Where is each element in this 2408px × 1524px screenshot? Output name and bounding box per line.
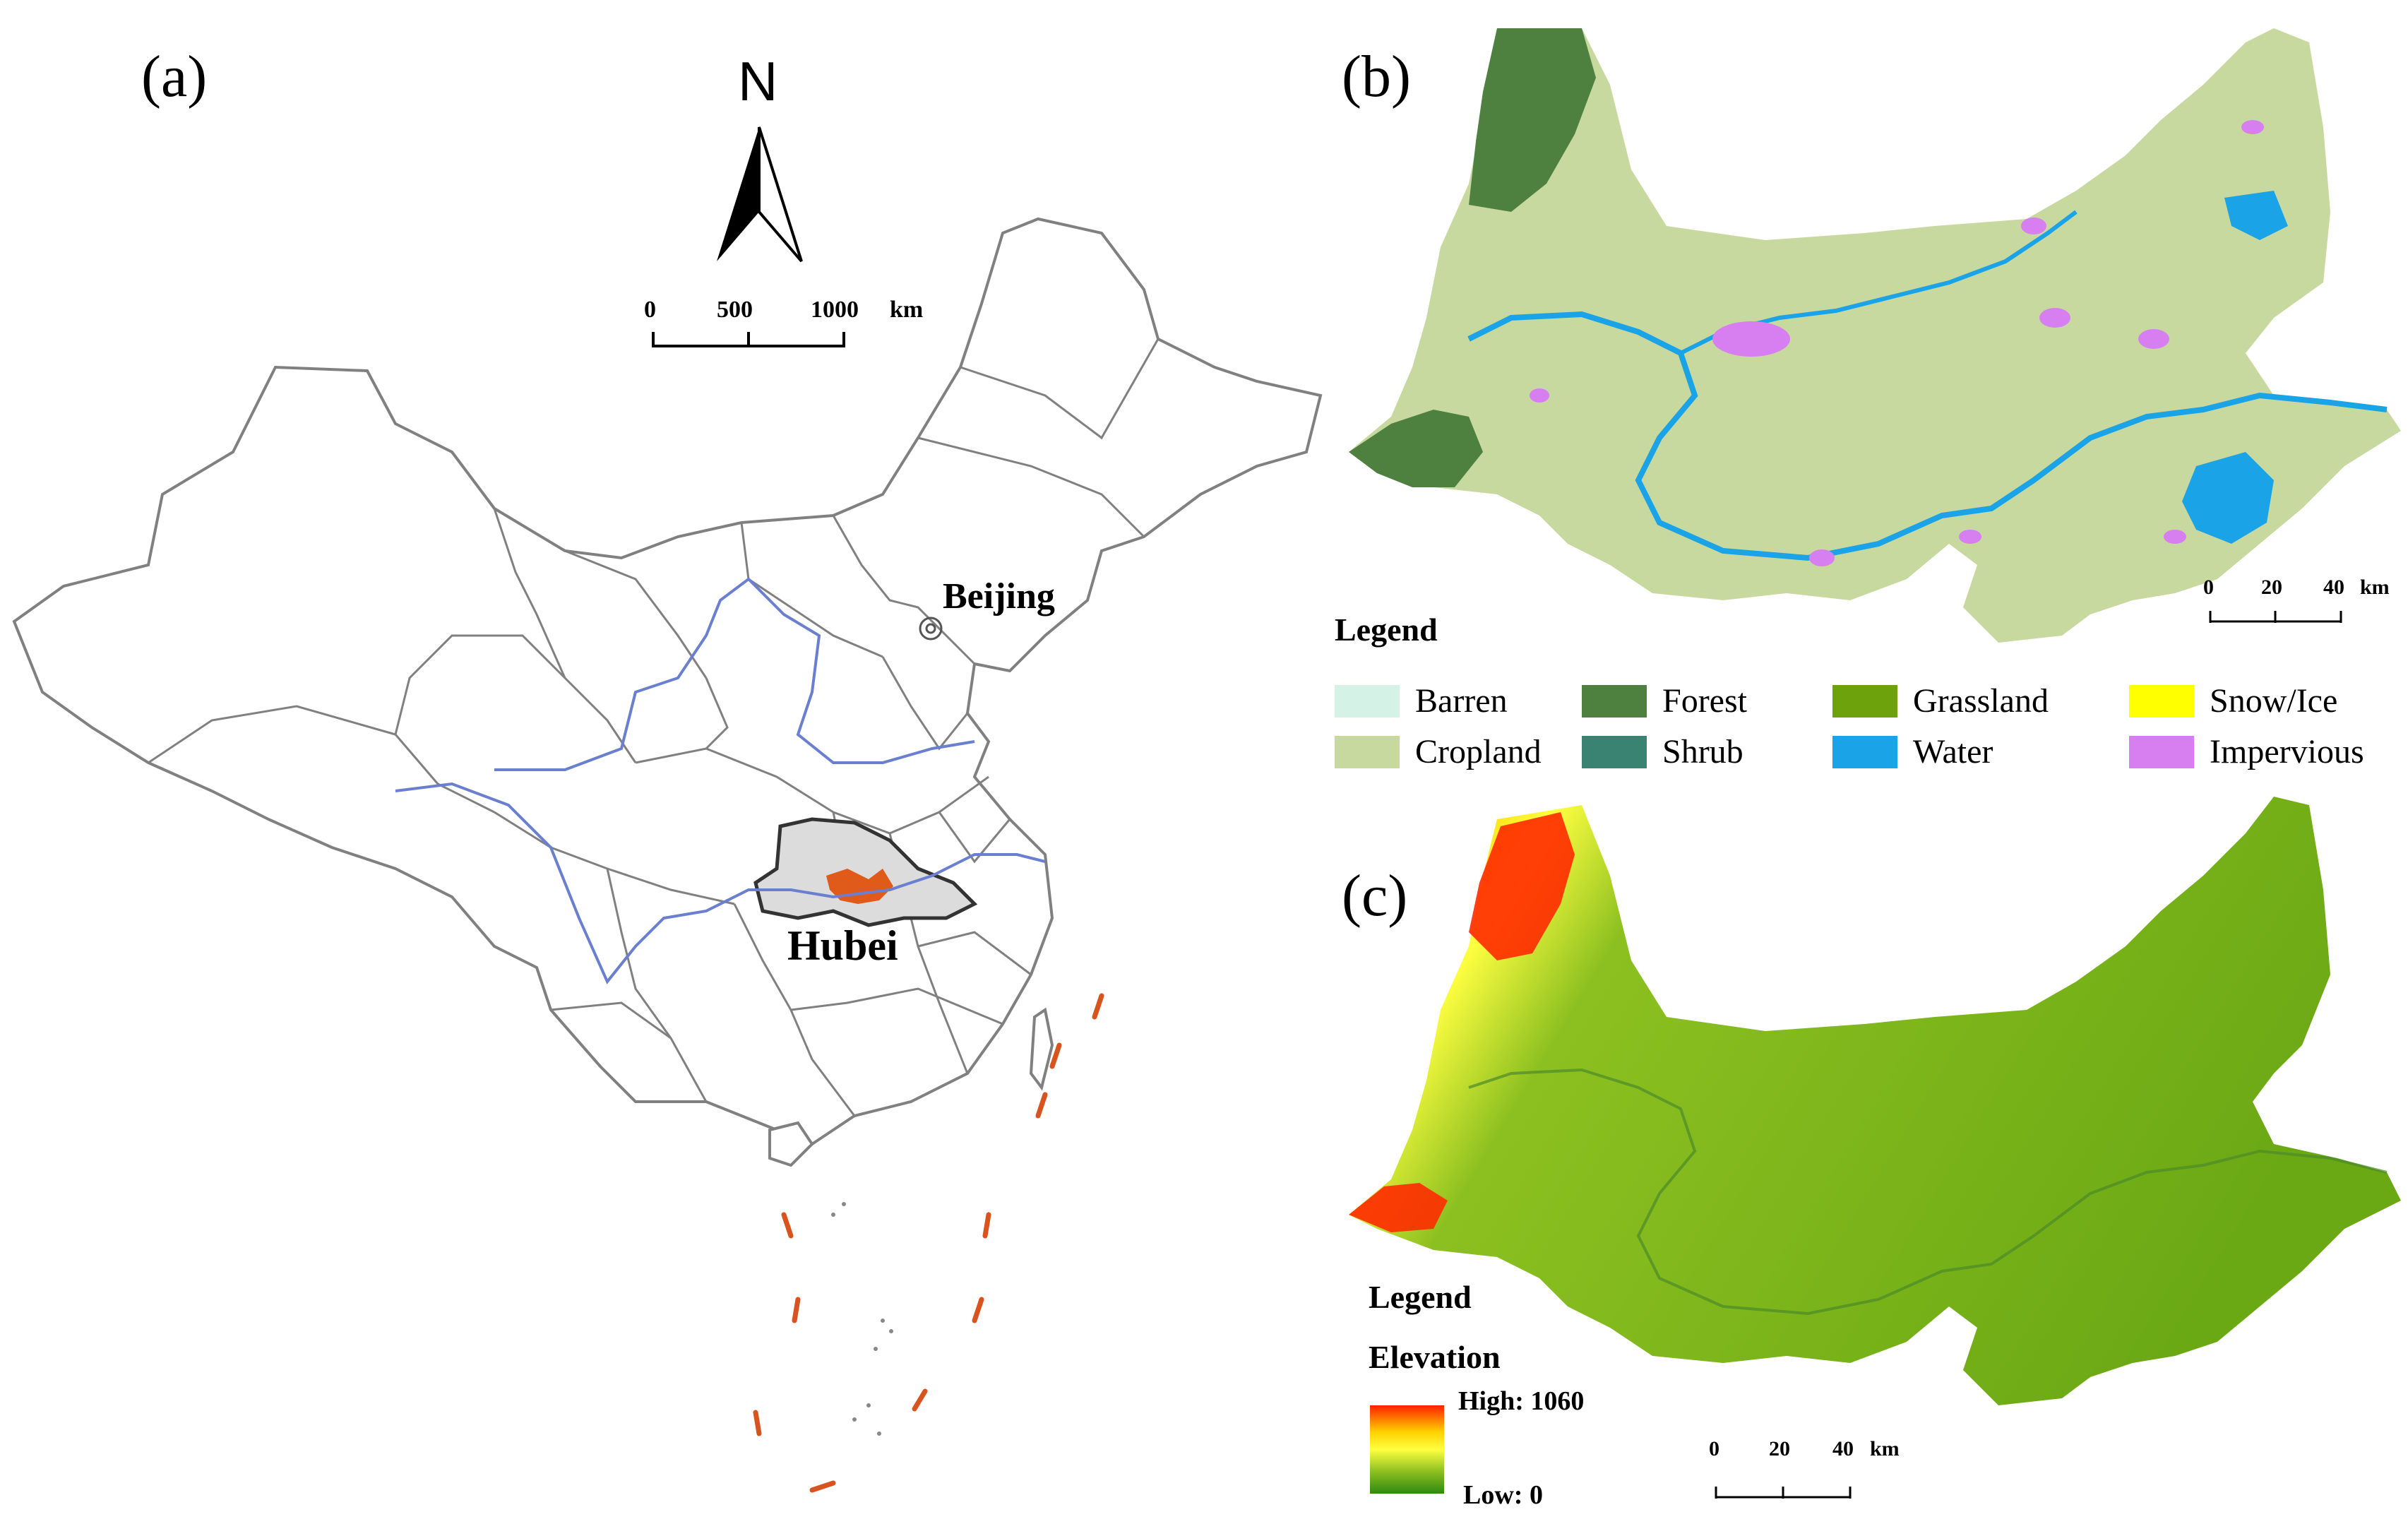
hubei-province (753, 817, 978, 927)
river-trace (1468, 1068, 2388, 1316)
forest-southwest (1349, 410, 1483, 487)
hubei-label: Hubei (787, 922, 898, 969)
yangtze-river (1467, 311, 2388, 561)
panel-a-letter: (a) (141, 44, 208, 109)
china-map-svg (12, 126, 1323, 1493)
north-arrow-icon (717, 126, 803, 263)
panel-b-scale-tick-20: 20 (2261, 576, 2282, 599)
legend-item-cropland: Cropland (1335, 732, 1542, 771)
legend-swatch-forest (1582, 684, 1647, 718)
legend-item-barren: Barren (1335, 681, 1508, 720)
land-cover-study-area (1349, 28, 2401, 643)
legend-item-impervious: Impervious (2129, 732, 2364, 771)
legend-swatch-snow-ice (2129, 684, 2194, 718)
panel-c-legend-title: Legend (1369, 1279, 1472, 1315)
panel-b-scale-unit: km (2360, 576, 2390, 599)
legend-swatch-impervious (2129, 735, 2194, 768)
legend-label-barren: Barren (1415, 682, 1508, 720)
legend-item-forest: Forest (1582, 681, 1747, 720)
high-elevation-north (1469, 812, 1575, 960)
beijing-marker (919, 617, 943, 641)
legend-item-snow-ice: Snow/Ice (2129, 681, 2337, 720)
legend-swatch-water (1832, 735, 1897, 768)
panel-c-scale-unit: km (1870, 1437, 1900, 1460)
panel-c-letter: (c) (1342, 863, 1408, 929)
taiwan-island (1029, 1007, 1054, 1091)
legend-label-grassland: Grassland (1913, 682, 2049, 720)
panel-a-scale-tick-1000: 1000 (811, 297, 859, 323)
panel-b-legend-title: Legend (1335, 612, 1438, 648)
legend-item-water: Water (1832, 732, 1993, 771)
beijing-label: Beijing (943, 576, 1055, 617)
lake-east (2182, 452, 2274, 544)
legend-swatch-shrub (1582, 735, 1647, 768)
elevation-ramp (1370, 1405, 1444, 1494)
panel-a-scale-unit: km (890, 297, 924, 323)
panel-b-scale-bar (2209, 611, 2342, 623)
forest-north (1469, 28, 1596, 212)
panel-c-scale-tick-0: 0 (1709, 1437, 1719, 1460)
island-dots (831, 1202, 893, 1436)
panel-b-scale-tick-0: 0 (2203, 576, 2214, 599)
panel-c-scale-bar (1715, 1487, 1852, 1499)
sea-boundary-dashes (753, 993, 1104, 1493)
lake-northeast (2224, 191, 2288, 240)
legend-label-shrub: Shrub (1662, 733, 1744, 770)
elevation-study-area (1349, 797, 2401, 1405)
legend-item-grassland: Grassland (1832, 681, 2049, 720)
panel-a-scale-tick-500: 500 (717, 297, 753, 323)
panel-a-china-map: (a) N 0 500 1000 km Beijing Hubei (12, 44, 1323, 1493)
china-outline (12, 217, 1323, 1146)
panel-a-scale-tick-0: 0 (644, 297, 656, 323)
legend-swatch-cropland (1335, 735, 1400, 768)
north-label: N (738, 50, 778, 112)
panel-b-letter: (b) (1342, 44, 1411, 109)
legend-label-water: Water (1913, 733, 1993, 770)
panel-b-land-cover: (b) 0 20 40 km Legend Barren Forest Gras… (1328, 0, 2408, 791)
legend-label-forest: Forest (1662, 682, 1747, 720)
land-cover-map-svg (1349, 28, 2401, 643)
legend-swatch-grassland (1832, 684, 1897, 718)
panel-c-scale-tick-40: 40 (1832, 1437, 1854, 1460)
panel-a-scale-bar (652, 332, 845, 347)
panel-c-elevation: (c) Legend Elevation High: 1060 Low: 0 0… (1328, 791, 2408, 1524)
elevation-low-label: Low: 0 (1463, 1480, 1543, 1510)
elevation-map-svg (1349, 797, 2401, 1499)
panel-b-scale-tick-40: 40 (2323, 576, 2344, 599)
legend-item-shrub: Shrub (1582, 732, 1744, 771)
panel-c-scale-tick-20: 20 (1769, 1437, 1790, 1460)
legend-label-snow-ice: Snow/Ice (2210, 682, 2338, 720)
hainan-island (768, 1121, 814, 1167)
legend-label-impervious: Impervious (2210, 733, 2364, 770)
elevation-title: Elevation (1369, 1339, 1501, 1375)
province-boundaries (148, 338, 1160, 1117)
high-elevation-southwest (1349, 1183, 1448, 1232)
elevation-high-label: High: 1060 (1458, 1386, 1585, 1416)
impervious-patches (1530, 120, 2264, 566)
legend-label-cropland: Cropland (1415, 733, 1542, 770)
legend-swatch-barren (1335, 684, 1400, 718)
rivers (395, 577, 1046, 984)
